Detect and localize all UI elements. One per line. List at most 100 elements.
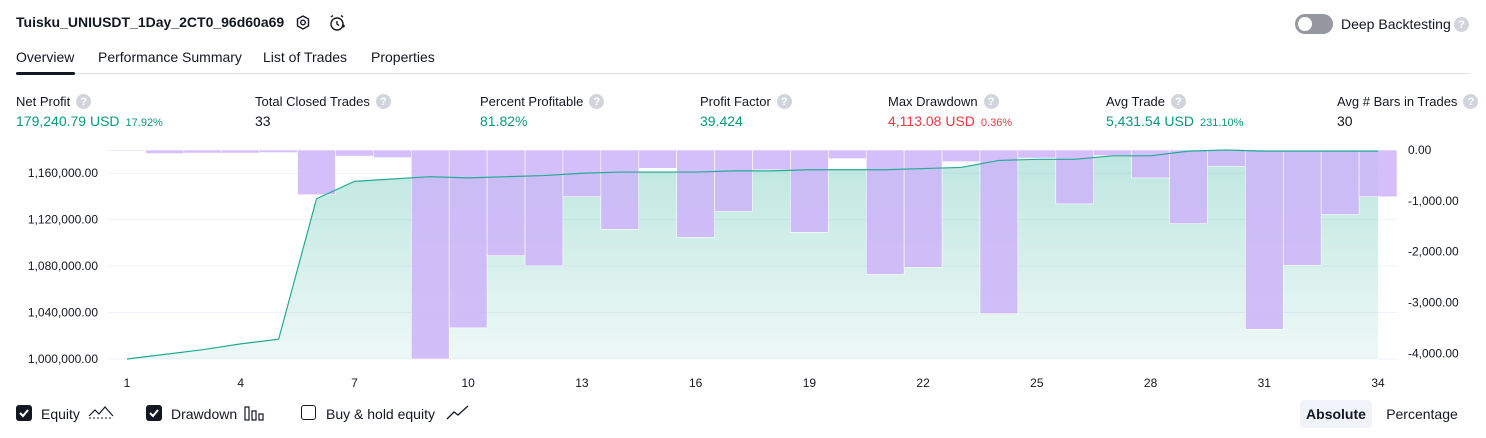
drawdown-bar (828, 149, 867, 159)
tab-list-of-trades[interactable]: List of Trades (263, 49, 348, 65)
drawdown-bar (107, 149, 147, 152)
deep-backtesting-label: Deep Backtesting (1341, 16, 1451, 32)
metric-label-text: Avg Trade (1106, 94, 1166, 109)
tab-performance-summary[interactable]: Performance Summary (98, 49, 242, 65)
tabs-divider (16, 73, 1470, 74)
x-axis-tick: 4 (237, 376, 244, 390)
metric-value: 33 (255, 113, 271, 129)
drawdown-bar (714, 149, 753, 212)
left-axis-tick: 1,080,000.00 (28, 259, 98, 273)
metric-label-text: Percent Profitable (480, 94, 584, 109)
left-axis-tick: 1,040,000.00 (28, 306, 98, 320)
x-axis-tick: 16 (689, 376, 703, 390)
drawdown-bar (145, 149, 185, 154)
percentage-toggle-button[interactable]: Percentage (1386, 406, 1458, 422)
right-axis-tick: -2,000.00 (1408, 245, 1459, 259)
drawdown-bar (790, 149, 829, 233)
metric-value: 5,431.54 USD 231.10% (1106, 113, 1243, 129)
info-icon[interactable]: ? (589, 94, 605, 109)
drawdown-checkbox[interactable] (146, 405, 162, 421)
metric-percent: 0.36% (980, 117, 1013, 129)
drawdown-bar (183, 149, 223, 154)
metric-value-text: 33 (255, 113, 271, 129)
drawdown-bar (676, 149, 715, 238)
metric-label-text: Avg # Bars in Trades (1337, 94, 1458, 109)
x-axis-tick: 22 (916, 376, 930, 390)
deep-backtesting-toggle[interactable] (1295, 14, 1333, 34)
drawdown-bar (865, 149, 905, 275)
metric-value: 179,240.79 USD 17.92% (16, 113, 163, 129)
alarm-clock-icon[interactable] (326, 12, 348, 34)
drawdown-bar (486, 149, 526, 256)
metric-value-text: 179,240.79 USD (16, 113, 120, 129)
equity-checkbox[interactable] (16, 405, 32, 421)
drawdown-bar (941, 149, 981, 162)
equity-line-icon (88, 404, 114, 427)
buyhold-line-icon (446, 404, 470, 427)
drawdown-bar (1207, 149, 1246, 167)
metric-label-text: Profit Factor (700, 94, 771, 109)
drawdown-bar (448, 149, 488, 329)
drawdown-bar (410, 149, 450, 360)
drawdown-bar (297, 149, 336, 196)
metric-label: Avg Trade? (1106, 94, 1187, 109)
metric-value: 30 (1337, 113, 1353, 129)
drawdown-bar (1320, 149, 1360, 215)
metric-label-text: Net Profit (16, 94, 71, 109)
metric-value-text: 39.424 (700, 113, 743, 129)
right-axis-tick: -3,000.00 (1408, 295, 1459, 309)
info-icon[interactable]: ? (76, 94, 92, 109)
drawdown-bar (1093, 149, 1132, 156)
drawdown-bar (335, 149, 374, 157)
left-axis-tick: 1,120,000.00 (28, 213, 98, 227)
right-axis-tick: 0.00 (1408, 143, 1432, 157)
buyhold-checkbox[interactable] (301, 405, 316, 420)
metric-label: Net Profit? (16, 94, 92, 109)
metric-value-text: 4,113.08 USD (888, 113, 975, 129)
drawdown-bar (221, 149, 260, 154)
metric-percent: 17.92% (125, 117, 163, 129)
info-icon[interactable]: ? (983, 94, 999, 109)
tab-overview[interactable]: Overview (16, 49, 75, 65)
metric-label: Percent Profitable? (480, 94, 605, 109)
metric-label: Total Closed Trades? (255, 94, 391, 109)
left-axis-tick: 1,160,000.00 (28, 166, 98, 180)
equity-legend-label: Equity (41, 406, 80, 422)
active-tab-underline (16, 72, 75, 75)
absolute-toggle-button[interactable]: Absolute (1300, 400, 1372, 428)
x-axis-tick: 13 (575, 376, 589, 390)
drawdown-bar (1282, 149, 1322, 266)
drawdown-bars-icon (244, 405, 266, 426)
info-icon[interactable]: ? (776, 94, 792, 109)
drawdown-bar (600, 149, 640, 230)
metric-label-text: Max Drawdown (888, 94, 978, 109)
x-axis-tick: 31 (1258, 376, 1272, 390)
x-axis-tick: 7 (351, 376, 358, 390)
drawdown-legend-label: Drawdown (171, 406, 238, 422)
x-axis-tick: 34 (1371, 376, 1385, 390)
left-axis-tick: 1,000,000.00 (28, 352, 98, 366)
gear-icon[interactable] (292, 12, 314, 34)
drawdown-bar (979, 149, 1019, 314)
drawdown-bar (1358, 149, 1398, 198)
help-icon[interactable]: ? (1454, 17, 1469, 32)
info-icon[interactable]: ? (1463, 94, 1479, 109)
drawdown-bar (1245, 149, 1284, 330)
drawdown-bar (259, 149, 298, 153)
info-icon[interactable]: ? (1171, 94, 1187, 109)
x-axis-tick: 10 (461, 376, 475, 390)
right-axis-tick: -4,000.00 (1408, 346, 1459, 360)
strategy-title: Tuisku_UNIUSDT_1Day_2CT0_96d60a69 (16, 14, 285, 30)
tab-properties[interactable]: Properties (371, 49, 435, 65)
x-axis-tick: 1 (124, 376, 131, 390)
metric-value: 39.424 (700, 113, 743, 129)
x-axis-tick: 25 (1030, 376, 1044, 390)
drawdown-bar (373, 149, 412, 158)
metric-value: 4,113.08 USD 0.36% (888, 113, 1012, 129)
metric-value: 81.82% (480, 113, 527, 129)
metric-value-text: 81.82% (480, 113, 528, 129)
drawdown-bar (1017, 149, 1057, 159)
right-axis-tick: -1,000.00 (1408, 194, 1459, 208)
info-icon[interactable]: ? (375, 94, 391, 109)
drawdown-bar (752, 149, 791, 171)
